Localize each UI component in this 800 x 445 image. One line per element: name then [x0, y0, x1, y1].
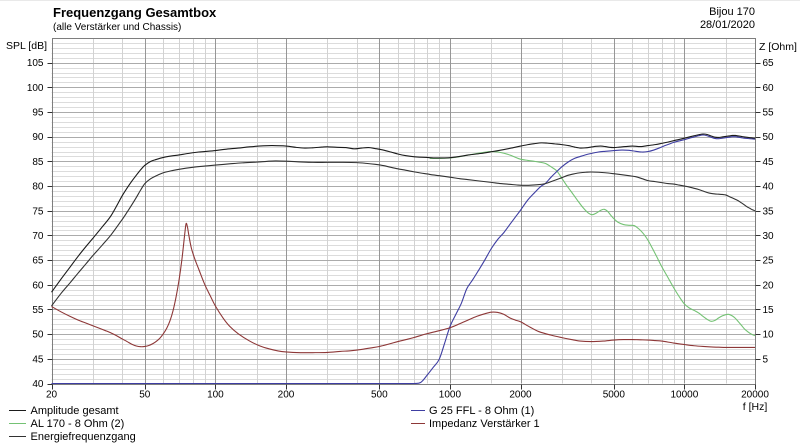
chart-subtitle: (alle Verstärker und Chassis) [53, 21, 182, 33]
z-tick-label: 60 [763, 83, 775, 94]
z-axis-label: Z [Ohm] [759, 41, 797, 53]
legend-line-icon [8, 422, 26, 424]
freq-tick-label: 20 [46, 390, 58, 401]
window-top-edge [0, 0, 800, 1]
grid-major [51, 38, 755, 384]
legend-label: Energiefrequenzgang [30, 431, 136, 444]
chart-title: Frequenzgang Gesamtbox [53, 5, 217, 20]
curves [51, 133, 756, 385]
z-tick-label: 50 [763, 132, 775, 143]
z-tick-label: 40 [763, 182, 775, 193]
curve-al-170-8-ohm-2 [429, 150, 756, 337]
spl-tick-label: 85 [32, 157, 44, 168]
freq-tick-label: 20000 [741, 390, 769, 401]
legend-line-icon [8, 409, 26, 411]
spl-tick-label: 50 [32, 330, 44, 341]
grid-minor [51, 38, 755, 384]
spl-tick-label: 45 [32, 354, 44, 365]
spl-tick-label: 75 [32, 206, 44, 217]
f-axis-label: f [Hz] [742, 400, 768, 413]
legend-line-icon [8, 435, 26, 437]
spl-tick-label: 65 [32, 256, 44, 267]
z-tick-label: 25 [763, 256, 775, 267]
curve-amplitude-gesamt [51, 133, 756, 293]
spl-tick-label: 60 [32, 280, 44, 291]
z-tick-label: 55 [763, 108, 775, 119]
freq-tick-label: 5000 [603, 390, 626, 401]
legend-label: Amplitude gesamt [30, 405, 119, 418]
freq-tick-label: 200 [278, 390, 295, 401]
z-tick-label: 45 [763, 157, 775, 168]
chart-date: 28/01/2020 [699, 19, 755, 31]
legend-label: Impedanz Verstärker 1 [429, 418, 540, 431]
axis-ticks: 40 45 50 55 60 65 70 75 80 85 90 95 100 105 5 10 15 20 25 3… [27, 58, 774, 400]
project-name: Bijou 170 [709, 6, 755, 18]
freq-tick-label: 50 [139, 390, 151, 401]
legend-label: AL 170 - 8 Ohm (2) [30, 418, 125, 431]
freq-tick-label: 100 [207, 390, 224, 401]
legend-line-icon [410, 422, 425, 424]
spl-tick-label: 90 [32, 132, 44, 143]
freq-tick-label: 2000 [509, 390, 532, 401]
z-tick-label: 30 [763, 231, 775, 242]
curve-energiefrequenzgang [51, 160, 756, 307]
z-tick-label: 20 [763, 280, 775, 291]
z-tick-label: 10 [763, 330, 775, 341]
legend-label: G 25 FFL - 8 Ohm (1) [429, 405, 535, 418]
spl-tick-label: 80 [32, 182, 44, 193]
spl-tick-label: 105 [27, 58, 44, 69]
spl-tick-label: 55 [32, 305, 44, 316]
z-tick-label: 15 [763, 305, 775, 316]
z-tick-label: 35 [763, 206, 775, 217]
curve-g-25-ffl-8-ohm-1 [51, 134, 756, 385]
freq-tick-label: 1000 [439, 390, 462, 401]
freq-tick-label: 10000 [671, 390, 699, 401]
spl-tick-label: 70 [32, 231, 44, 242]
spl-tick-label: 40 [32, 379, 44, 390]
z-tick-label: 65 [763, 58, 775, 69]
spl-tick-label: 100 [27, 83, 44, 94]
z-tick-label: 5 [763, 354, 769, 365]
legend-line-icon [410, 409, 425, 411]
curve-impedanz-verst-rker-1 [51, 222, 755, 354]
spl-axis-label: SPL [dB] [5, 40, 47, 52]
freq-tick-label: 500 [371, 390, 388, 401]
spl-tick-label: 95 [32, 108, 44, 119]
